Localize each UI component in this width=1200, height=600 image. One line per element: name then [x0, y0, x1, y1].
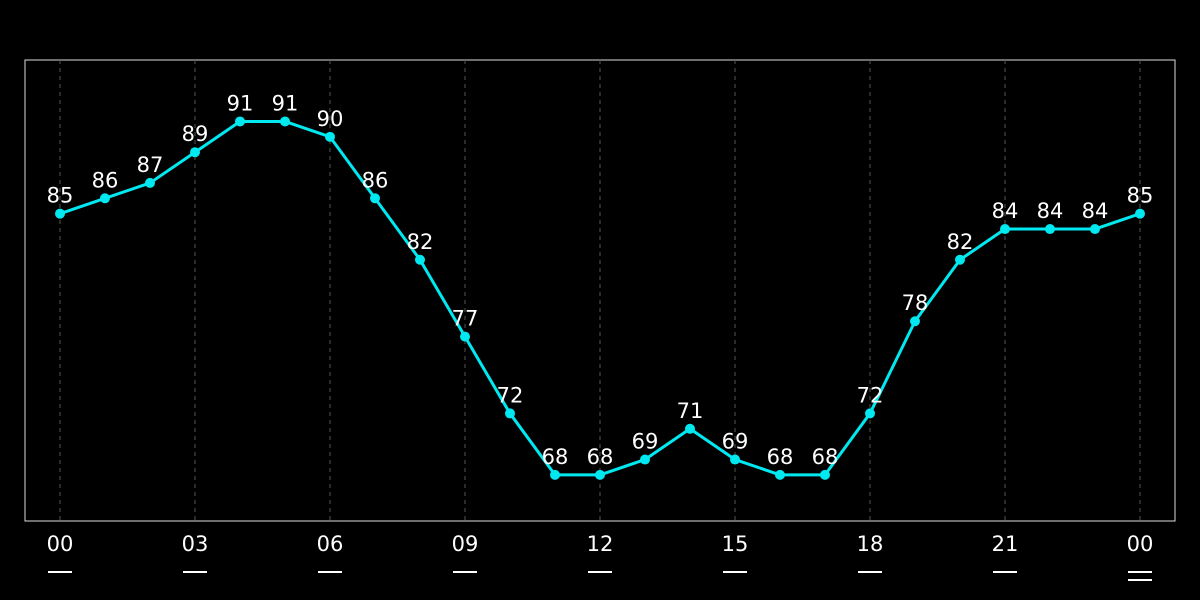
- data-label: 87: [137, 153, 164, 177]
- x-tick-label: 21: [992, 532, 1019, 556]
- point: [640, 454, 650, 465]
- data-label: 91: [227, 91, 254, 115]
- x-tick-label: 18: [857, 532, 884, 556]
- data-label: 82: [407, 230, 434, 254]
- data-label: 72: [497, 383, 524, 407]
- data-label: 69: [722, 430, 749, 454]
- data-label: 68: [812, 445, 839, 469]
- point: [550, 469, 560, 480]
- point: [370, 193, 380, 204]
- x-tick-label: 12: [587, 532, 614, 556]
- data-label: 84: [1082, 199, 1109, 223]
- data-label: 71: [677, 399, 704, 423]
- data-label: 85: [47, 184, 74, 208]
- point: [685, 423, 695, 434]
- point: [955, 254, 965, 265]
- point: [775, 469, 785, 480]
- point: [280, 116, 290, 127]
- point: [730, 454, 740, 465]
- point: [820, 469, 830, 480]
- point: [235, 116, 245, 127]
- point: [145, 177, 155, 188]
- data-label: 86: [362, 168, 389, 192]
- data-label: 69: [632, 430, 659, 454]
- x-tick-label: 00: [47, 532, 74, 556]
- data-label: 82: [947, 230, 974, 254]
- data-label: 90: [317, 107, 344, 131]
- point: [100, 193, 110, 204]
- x-tick-label: 15: [722, 532, 749, 556]
- data-label: 84: [1037, 199, 1064, 223]
- point: [1135, 208, 1145, 219]
- data-label: 84: [992, 199, 1019, 223]
- point: [415, 254, 425, 265]
- point: [1090, 224, 1100, 235]
- data-label: 86: [92, 168, 119, 192]
- data-label: 68: [767, 445, 794, 469]
- point: [595, 469, 605, 480]
- x-tick-label: 06: [317, 532, 344, 556]
- data-label: 77: [452, 307, 479, 331]
- point: [910, 316, 920, 327]
- point: [190, 147, 200, 158]
- x-tick-label: 00: [1127, 532, 1154, 556]
- x-tick-label: 09: [452, 532, 479, 556]
- point: [460, 331, 470, 342]
- point: [1000, 224, 1010, 235]
- point: [865, 408, 875, 419]
- point: [55, 208, 65, 219]
- data-label: 89: [182, 122, 209, 146]
- data-label: 68: [542, 445, 569, 469]
- point: [1045, 224, 1055, 235]
- point: [325, 131, 335, 142]
- data-label: 78: [902, 291, 929, 315]
- data-label: 68: [587, 445, 614, 469]
- point: [505, 408, 515, 419]
- data-label: 72: [857, 383, 884, 407]
- data-label: 91: [272, 91, 299, 115]
- data-label: 85: [1127, 184, 1154, 208]
- x-tick-label: 03: [182, 532, 209, 556]
